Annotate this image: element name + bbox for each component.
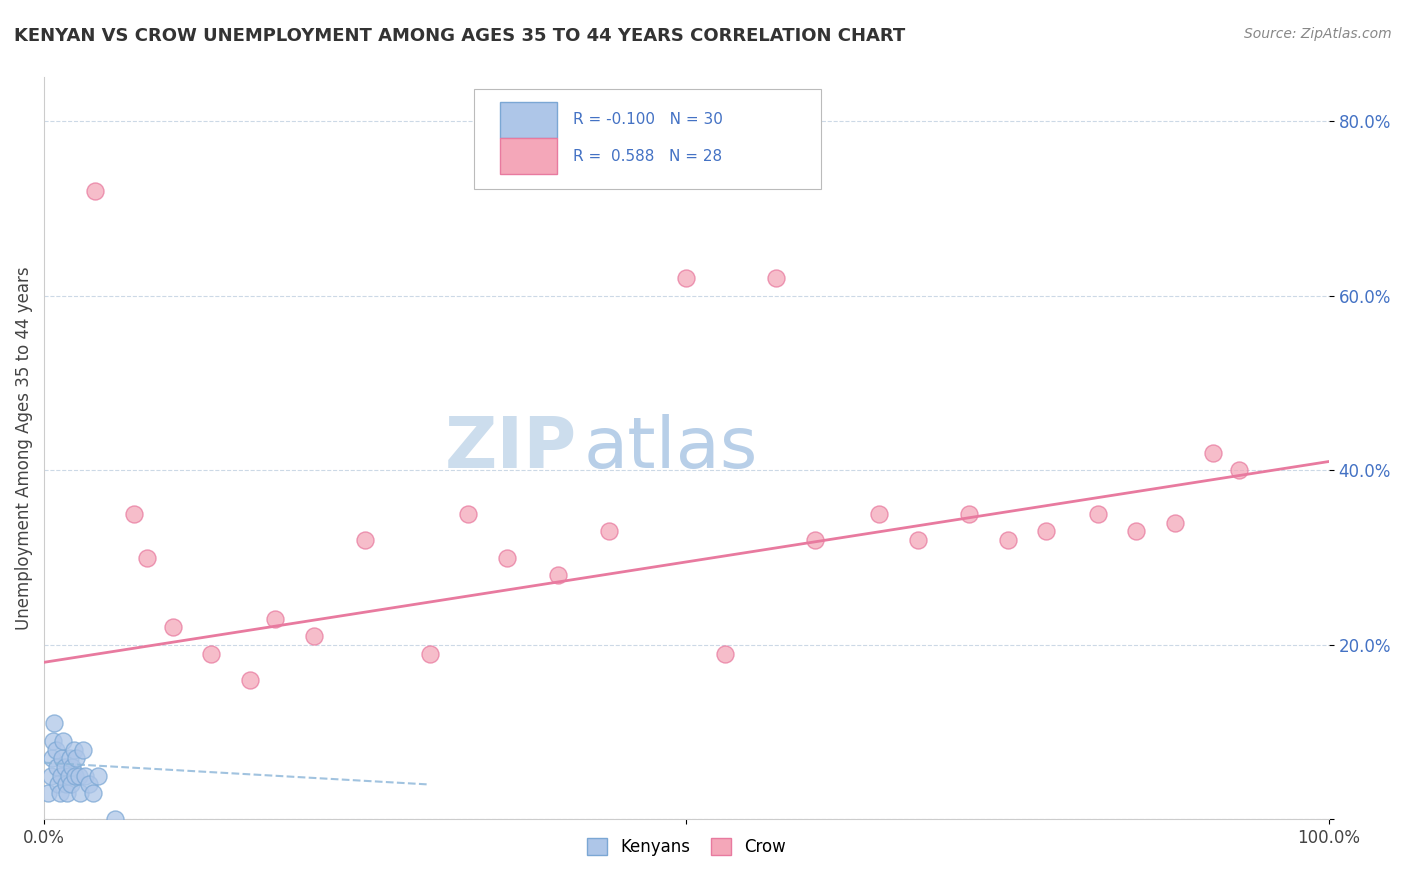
Point <box>302 629 325 643</box>
Point <box>495 550 517 565</box>
Text: atlas: atlas <box>583 414 758 483</box>
Point <box>55 777 77 791</box>
Point <box>65 751 87 765</box>
Point <box>49 769 72 783</box>
Point <box>547 568 569 582</box>
Point <box>907 533 929 547</box>
Point <box>62 742 84 756</box>
FancyBboxPatch shape <box>501 102 557 137</box>
Text: Source: ZipAtlas.com: Source: ZipAtlas.com <box>1244 27 1392 41</box>
Point <box>75 769 97 783</box>
Point <box>418 647 440 661</box>
Point <box>82 786 104 800</box>
Point <box>1227 463 1250 477</box>
Point <box>48 786 70 800</box>
FancyBboxPatch shape <box>501 138 557 174</box>
Point <box>87 769 110 783</box>
Point <box>354 533 377 547</box>
Point <box>58 769 80 783</box>
Point <box>60 777 83 791</box>
Point <box>56 786 79 800</box>
Point <box>42 734 65 748</box>
Point <box>200 647 222 661</box>
Point <box>997 533 1019 547</box>
Point <box>1035 524 1057 539</box>
Point <box>239 673 262 687</box>
Point <box>804 533 827 547</box>
Point <box>69 786 91 800</box>
Point <box>675 271 697 285</box>
Text: KENYAN VS CROW UNEMPLOYMENT AMONG AGES 35 TO 44 YEARS CORRELATION CHART: KENYAN VS CROW UNEMPLOYMENT AMONG AGES 3… <box>14 27 905 45</box>
Point <box>765 271 787 285</box>
Point <box>44 716 66 731</box>
Point <box>77 777 100 791</box>
Point <box>72 742 94 756</box>
Point <box>84 184 107 198</box>
Point <box>39 769 62 783</box>
Point <box>868 507 890 521</box>
Point <box>1087 507 1109 521</box>
Point <box>63 769 86 783</box>
Point <box>598 524 620 539</box>
Point <box>162 620 184 634</box>
Point <box>1125 524 1147 539</box>
Point <box>957 507 980 521</box>
Legend: Kenyans, Crow: Kenyans, Crow <box>581 831 793 863</box>
Point <box>37 786 59 800</box>
Point <box>104 813 127 827</box>
Point <box>41 751 63 765</box>
Point <box>714 647 737 661</box>
Point <box>60 760 83 774</box>
Text: R =  0.588   N = 28: R = 0.588 N = 28 <box>574 149 723 164</box>
Text: R = -0.100   N = 30: R = -0.100 N = 30 <box>574 112 723 128</box>
Point <box>1202 446 1225 460</box>
Point <box>45 742 67 756</box>
Point <box>46 760 69 774</box>
Point <box>59 751 82 765</box>
Point <box>1163 516 1185 530</box>
Point <box>122 507 145 521</box>
Point <box>135 550 157 565</box>
Point <box>52 734 75 748</box>
FancyBboxPatch shape <box>474 88 821 189</box>
Point <box>457 507 479 521</box>
Y-axis label: Unemployment Among Ages 35 to 44 years: Unemployment Among Ages 35 to 44 years <box>15 267 32 631</box>
Point <box>264 612 287 626</box>
Point <box>46 777 69 791</box>
Text: ZIP: ZIP <box>444 414 578 483</box>
Point <box>53 760 76 774</box>
Point <box>67 769 90 783</box>
Point <box>51 751 73 765</box>
